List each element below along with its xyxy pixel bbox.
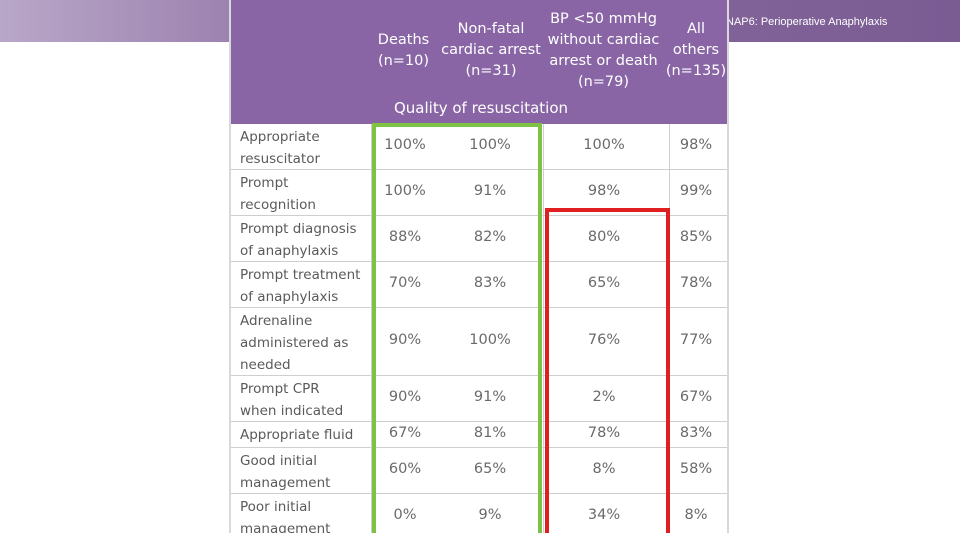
row-value: 78% [587,425,621,441]
table-row: Prompt CPR when indicated 90% 91% 2% 67% [231,376,727,422]
row-value: 83% [679,425,713,441]
row-value: 9% [478,507,502,523]
row-value: 90% [388,389,422,405]
row-value: 99% [679,183,713,199]
table-row: Adrenaline administered as needed 90% 100% 76… [231,308,727,376]
row-label: Prompt diagnosis of anaphylaxis [240,221,357,259]
table-row: Appropriate fluid 67% 81% 78% 83% [231,422,727,448]
row-value: 83% [473,275,507,291]
row-value: 98% [679,137,713,153]
row-value: 8% [684,507,708,523]
column-header-all-others: All others (n=135) [665,21,727,79]
column-divider [371,124,372,533]
row-value: 91% [473,183,507,199]
column-header-bp-below-50: BP <50 mmHg without cardiac arrest or de… [547,11,660,90]
row-label: Appropriate resuscitator [240,129,321,167]
column-header-non-fatal-cardiac-arrest: Non-fatal cardiac arrest (n=31) [441,21,541,79]
row-value: 85% [679,229,713,245]
table-header: Deaths (n=10) Non-fatal cardiac arrest (… [231,0,727,124]
row-label: Good initial management [240,453,331,491]
row-value: 77% [679,332,713,348]
row-label: Poor initial management [240,499,331,533]
row-label: Prompt recognition [240,175,316,213]
row-value: 100% [469,332,511,348]
row-label: Prompt CPR when indicated [240,381,344,419]
row-value: 8% [592,461,616,477]
slide-title: NAP6: Perioperative Anaphylaxis [726,16,888,28]
row-value: 82% [473,229,507,245]
table-row: Appropriate resuscitator 100% 100% 100% 98% [231,124,727,170]
highlight-box-red [545,208,670,533]
row-value: 65% [587,275,621,291]
row-value: 67% [679,389,713,405]
row-value: 88% [388,229,422,245]
row-value: 100% [583,137,625,153]
row-value: 100% [469,137,511,153]
row-label: Appropriate fluid [240,427,354,443]
table-row: Prompt recognition 100% 91% 98% 99% [231,170,727,216]
row-value: 98% [587,183,621,199]
row-value: 34% [587,507,621,523]
table-row: Good initial management 60% 65% 8% 58% [231,448,727,494]
table-row: Poor initial management 0% 9% 34% 8% [231,494,727,533]
table-row: Prompt diagnosis of anaphylaxis 88% 82% 80% 8… [231,216,727,262]
row-value: 100% [384,183,426,199]
table-row: Prompt treatment of anaphylaxis 70% 83% 65% 7… [231,262,727,308]
column-divider [543,124,544,533]
row-value: 60% [388,461,422,477]
row-label: Prompt treatment of anaphylaxis [240,267,361,305]
row-value: 81% [473,425,507,441]
row-value: 2% [592,389,616,405]
row-value: 90% [388,332,422,348]
row-value: 67% [388,425,422,441]
row-value: 100% [384,137,426,153]
row-value: 0% [393,507,417,523]
row-value: 80% [587,229,621,245]
row-value: 58% [679,461,713,477]
column-header-deaths: Deaths (n=10) [377,32,430,69]
row-value: 91% [473,389,507,405]
section-title: Quality of resuscitation [393,99,569,117]
row-value: 65% [473,461,507,477]
row-value: 70% [388,275,422,291]
row-value: 76% [587,332,621,348]
resuscitation-table-figure: Deaths (n=10) Non-fatal cardiac arrest (… [229,0,729,533]
row-label: Adrenaline administered as needed [240,313,349,373]
row-value: 78% [679,275,713,291]
highlight-box-green [372,123,542,533]
